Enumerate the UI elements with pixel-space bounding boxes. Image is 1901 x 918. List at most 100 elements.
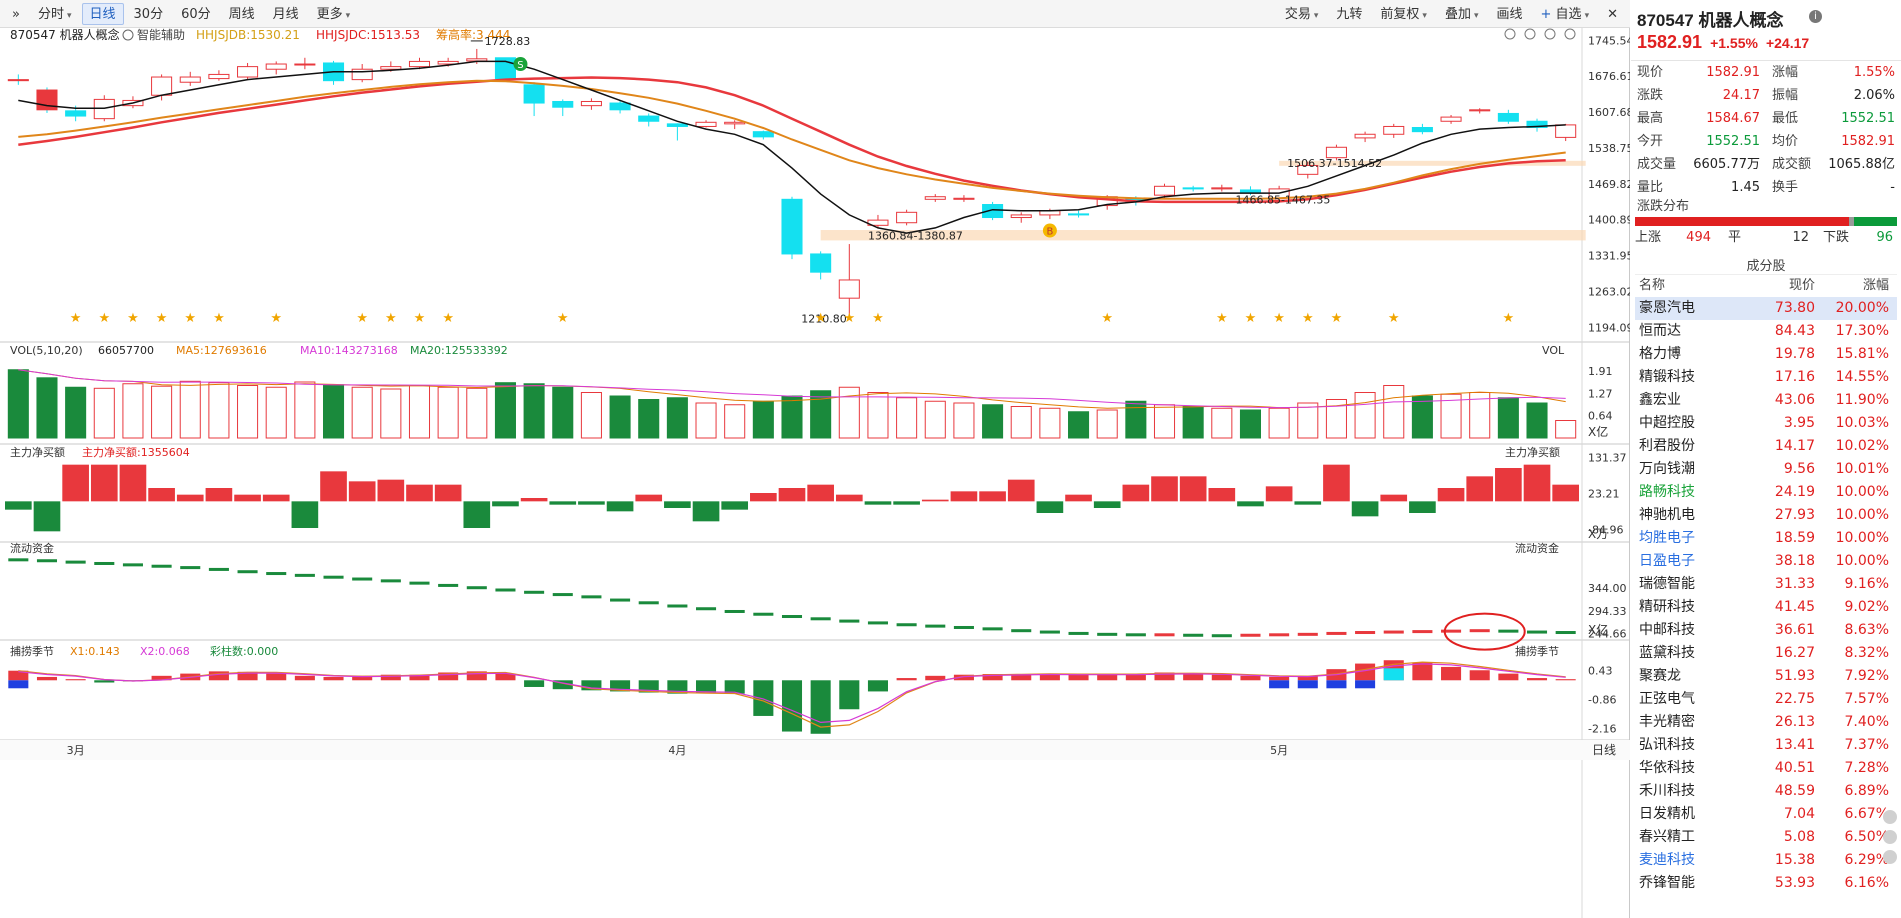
component-row[interactable]: 利君股份 14.17 10.02% bbox=[1635, 435, 1897, 458]
component-row[interactable]: 春兴精工 5.08 6.50% bbox=[1635, 826, 1897, 849]
component-row[interactable]: 正弦电气 22.75 7.57% bbox=[1635, 688, 1897, 711]
component-row[interactable]: 蓝黛科技 16.27 8.32% bbox=[1635, 642, 1897, 665]
mainflow-bar bbox=[176, 494, 204, 502]
candle-body bbox=[638, 115, 660, 122]
candle-body bbox=[237, 66, 259, 78]
candle-body bbox=[437, 60, 459, 65]
side-tool-icon[interactable] bbox=[1883, 830, 1897, 844]
component-row[interactable]: 弘讯科技 13.41 7.37% bbox=[1635, 734, 1897, 757]
component-row[interactable]: 鑫宏业 43.06 11.90% bbox=[1635, 389, 1897, 412]
component-pct: 6.89% bbox=[1844, 783, 1889, 799]
info-icon[interactable]: i bbox=[1809, 10, 1822, 23]
period-button[interactable]: 月线 bbox=[265, 3, 307, 25]
component-row[interactable]: 瑞德智能 31.33 9.16% bbox=[1635, 573, 1897, 596]
star-marker-icon: ★ bbox=[98, 311, 110, 326]
mainflow-bar bbox=[1237, 501, 1264, 507]
component-pct: 6.29% bbox=[1844, 852, 1889, 868]
period-button[interactable]: 周线 bbox=[221, 3, 263, 25]
component-row[interactable]: 丰光精密 26.13 7.40% bbox=[1635, 711, 1897, 734]
component-row[interactable]: 中邮科技 36.61 8.63% bbox=[1635, 619, 1897, 642]
mainflow-bar bbox=[291, 501, 319, 528]
season-bar bbox=[839, 680, 860, 710]
flow-marker bbox=[581, 595, 602, 599]
col-name[interactable]: 名称 bbox=[1639, 278, 1666, 293]
period-button[interactable]: 30分 bbox=[126, 3, 172, 25]
tool-button[interactable]: 九转 bbox=[1328, 3, 1370, 25]
mainflow-value: 主力净买额:1355604 bbox=[82, 445, 190, 459]
component-row[interactable]: 路畅科技 24.19 10.00% bbox=[1635, 481, 1897, 504]
candle-body bbox=[1182, 187, 1204, 190]
flow-marker bbox=[724, 609, 745, 613]
collapse-icon[interactable]: » bbox=[12, 7, 20, 22]
star-marker-icon: ★ bbox=[815, 311, 827, 326]
flow-marker bbox=[266, 572, 287, 576]
volume-bar bbox=[752, 400, 774, 439]
side-tool-icon[interactable] bbox=[1883, 850, 1897, 864]
tool-button[interactable]: 交易 ▾ bbox=[1277, 3, 1327, 25]
season-y-tick: -0.86 bbox=[1588, 693, 1616, 706]
component-pct: 17.30% bbox=[1835, 323, 1889, 339]
component-row[interactable]: 华依科技 40.51 7.28% bbox=[1635, 757, 1897, 780]
component-row[interactable]: 日盈电子 38.18 10.00% bbox=[1635, 550, 1897, 573]
component-row[interactable]: 豪恩汽电 73.80 20.00% bbox=[1635, 297, 1897, 320]
star-marker-icon: ★ bbox=[872, 311, 884, 326]
component-row[interactable]: 精研科技 41.45 9.02% bbox=[1635, 596, 1897, 619]
mainflow-bar bbox=[778, 488, 806, 502]
volume-bar bbox=[237, 385, 259, 439]
component-row[interactable]: 禾川科技 48.59 6.89% bbox=[1635, 780, 1897, 803]
zone1-annotation: 1360.84-1380.87 bbox=[868, 230, 963, 243]
component-price: 51.93 bbox=[1774, 668, 1815, 684]
stat-label: 振幅 bbox=[1772, 88, 1799, 103]
mainflow-bar bbox=[62, 464, 89, 502]
season-bar bbox=[1240, 675, 1261, 681]
component-row[interactable]: 恒而达 84.43 17.30% bbox=[1635, 320, 1897, 343]
component-name: 豪恩汽电 bbox=[1639, 300, 1695, 316]
stat-label: 成交额 bbox=[1772, 157, 1812, 172]
component-row[interactable]: 格力博 19.78 15.81% bbox=[1635, 343, 1897, 366]
col-pct[interactable]: 涨幅 bbox=[1862, 278, 1889, 293]
season-bar bbox=[1183, 673, 1204, 681]
volume-bar bbox=[1497, 397, 1519, 439]
component-row[interactable]: 均胜电子 18.59 10.00% bbox=[1635, 527, 1897, 550]
component-row[interactable]: 中超控股 3.95 10.03% bbox=[1635, 412, 1897, 435]
mainflow-bar bbox=[950, 491, 978, 502]
kline-chart[interactable]: 870547 机器人概念 智能辅助 HHJSJDB:1530.21 HHJSJDC:1… bbox=[0, 28, 1630, 918]
season-bar bbox=[810, 680, 831, 734]
quote-price: 1582.91 bbox=[1637, 32, 1703, 52]
period-button[interactable]: 分时 ▾ bbox=[30, 3, 80, 25]
component-row[interactable]: 神驰机电 27.93 10.00% bbox=[1635, 504, 1897, 527]
flat-label: 平 bbox=[1727, 230, 1741, 245]
season-bar bbox=[581, 680, 602, 691]
zone2-annotation: 1466.85-1467.35 bbox=[1235, 193, 1330, 206]
tool-button-label: 交易 bbox=[1284, 7, 1311, 22]
candle-body bbox=[1383, 125, 1405, 135]
quote-panel: 870547 机器人概念 i 1582.91 +1.55% +24.17 现价 1… bbox=[1631, 0, 1901, 918]
volume-ma20: MA20:125533392 bbox=[410, 344, 508, 357]
period-button[interactable]: 更多 ▾ bbox=[309, 3, 359, 25]
tool-button[interactable]: 前复权 ▾ bbox=[1372, 3, 1435, 25]
component-row[interactable]: 聚赛龙 51.93 7.92% bbox=[1635, 665, 1897, 688]
component-row[interactable]: 日发精机 7.04 6.67% bbox=[1635, 803, 1897, 826]
candle-body bbox=[666, 123, 688, 127]
component-price: 16.27 bbox=[1774, 645, 1815, 661]
component-row[interactable]: 麦迪科技 15.38 6.29% bbox=[1635, 849, 1897, 872]
flow-marker bbox=[1297, 632, 1318, 636]
col-price[interactable]: 现价 bbox=[1788, 278, 1815, 293]
flow-marker bbox=[925, 624, 946, 628]
ma-line-black bbox=[18, 60, 1566, 234]
stat-value: 1552.51 bbox=[1706, 134, 1760, 149]
component-row[interactable]: 精锻科技 17.16 14.55% bbox=[1635, 366, 1897, 389]
component-row[interactable]: 万向钱潮 9.56 10.01% bbox=[1635, 458, 1897, 481]
close-icon[interactable]: ✕ bbox=[1607, 7, 1618, 22]
tool-button[interactable]: 画线 bbox=[1489, 3, 1531, 25]
tool-button[interactable]: 叠加 ▾ bbox=[1437, 3, 1487, 25]
tool-button-label: 叠加 bbox=[1444, 7, 1471, 22]
period-button-label: 周线 bbox=[228, 7, 255, 22]
period-button[interactable]: 日线 bbox=[81, 3, 124, 25]
period-button[interactable]: 60分 bbox=[173, 3, 219, 25]
side-tool-icon[interactable] bbox=[1883, 810, 1897, 824]
season-bar bbox=[982, 674, 1003, 681]
tool-button[interactable]: + 自选 ▾ bbox=[1533, 3, 1598, 25]
component-row[interactable]: 乔锋智能 53.93 6.16% bbox=[1635, 872, 1897, 895]
components-title: 成分股 bbox=[1746, 259, 1786, 274]
